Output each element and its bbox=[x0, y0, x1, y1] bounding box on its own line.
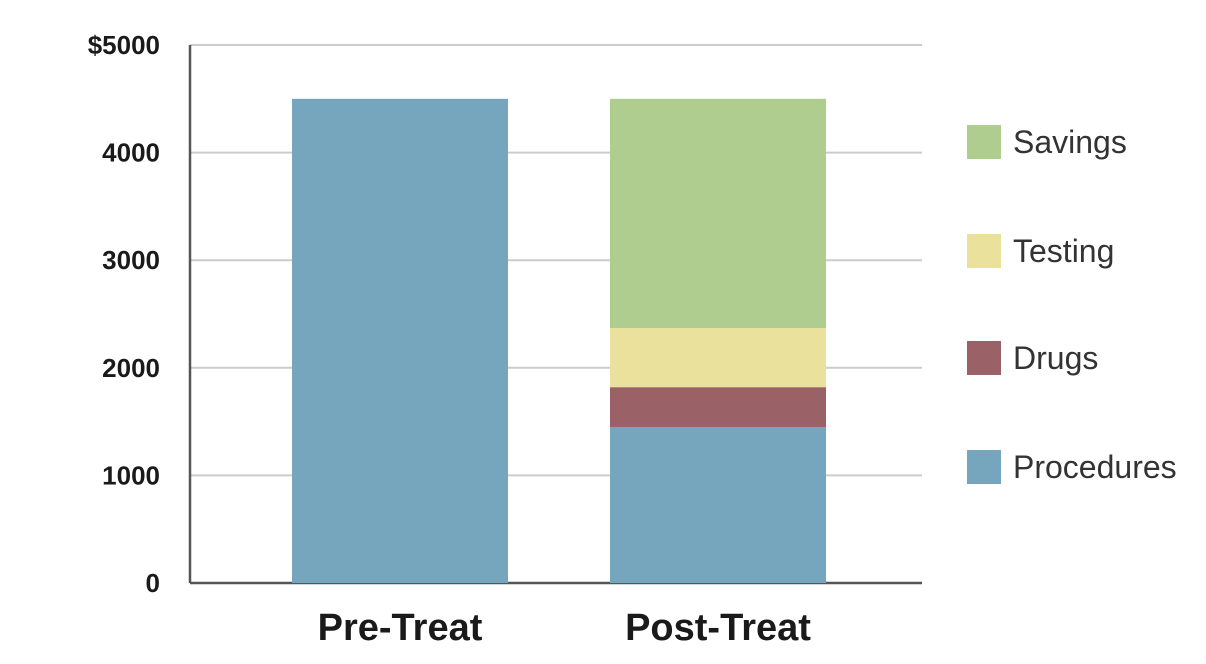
x-tick-label: Pre-Treat bbox=[318, 607, 483, 649]
legend-label-testing: Testing bbox=[1013, 233, 1114, 269]
legend-swatch-savings bbox=[967, 125, 1001, 159]
legend-swatch-drugs bbox=[967, 341, 1001, 375]
x-tick-label: Post-Treat bbox=[625, 607, 811, 649]
legend: Savings Testing Drugs Procedures bbox=[967, 124, 1177, 485]
legend-swatch-testing bbox=[967, 234, 1001, 268]
y-tick-label: 1000 bbox=[102, 460, 160, 490]
bar-post-treat-savings bbox=[610, 98, 826, 328]
bar-post-treat-procedures bbox=[610, 426, 826, 583]
legend-swatch-procedures bbox=[967, 450, 1001, 484]
legend-label-savings: Savings bbox=[1013, 124, 1127, 160]
y-tick-label: $5000 bbox=[88, 30, 160, 60]
y-tick-label: 4000 bbox=[102, 138, 160, 168]
y-tick-label: 3000 bbox=[102, 245, 160, 275]
y-tick-label: 0 bbox=[146, 568, 160, 598]
bar-post-treat-drugs bbox=[610, 387, 826, 427]
bar-post-treat-testing bbox=[610, 327, 826, 388]
bars bbox=[292, 98, 826, 584]
legend-label-drugs: Drugs bbox=[1013, 340, 1098, 376]
legend-label-procedures: Procedures bbox=[1013, 449, 1177, 485]
bar-pre-treat-procedures bbox=[292, 98, 508, 584]
y-tick-label: 2000 bbox=[102, 353, 160, 383]
